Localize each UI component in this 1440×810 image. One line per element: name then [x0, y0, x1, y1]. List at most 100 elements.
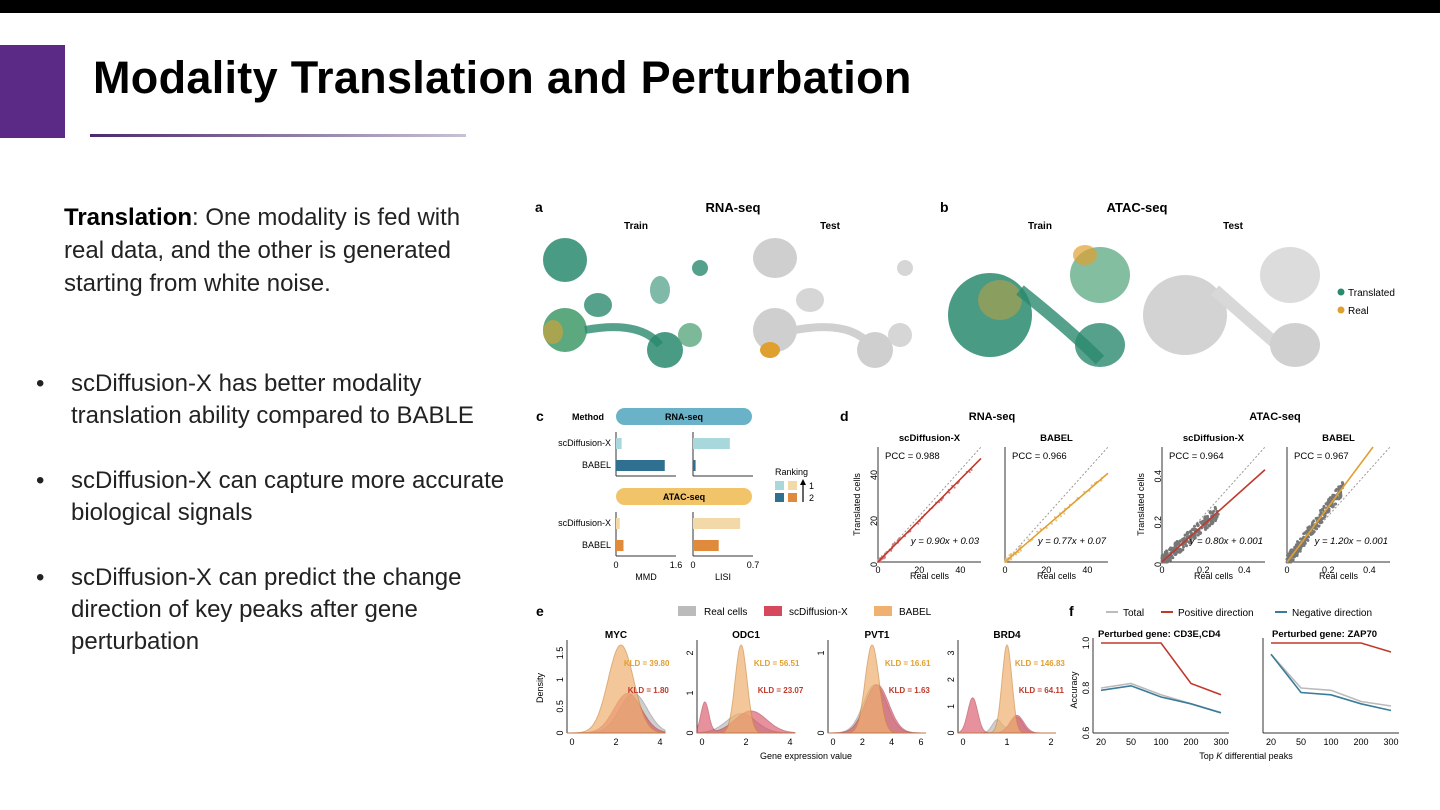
d-xtick: 0: [875, 565, 880, 575]
c-row-label: scDiffusion-X: [558, 518, 611, 528]
d-point: [1027, 538, 1030, 541]
panel-f-letter: f: [1069, 603, 1074, 619]
d-point: [1203, 517, 1207, 521]
bullet-item: • scDiffusion-X can capture more accurate…: [36, 465, 516, 529]
c-tick: 0: [613, 560, 618, 570]
intro-paragraph: Translation: One modality is fed with re…: [64, 201, 504, 300]
bullet-icon: •: [36, 564, 45, 591]
f-xtick: 200: [1353, 737, 1368, 747]
d-ytick: 0.2: [1153, 516, 1163, 529]
d-eq: y = 0.90x + 0.03: [910, 536, 980, 547]
top-black-bar: [0, 0, 1440, 13]
c-tick: 1.6: [670, 560, 683, 570]
ranking-label: Ranking: [775, 467, 808, 477]
d-point: [1302, 544, 1306, 547]
legend-translated-icon: [1337, 288, 1345, 296]
e-xtick: 4: [657, 737, 662, 747]
bar: [693, 438, 730, 449]
d-xtick: 0: [1002, 565, 1007, 575]
d-eq: y = 0.80x + 0.001: [1189, 536, 1263, 547]
d-point: [1211, 519, 1214, 523]
d-point: [1291, 559, 1295, 563]
d-pcc: PCC = 0.966: [1012, 451, 1067, 462]
d-point: [1327, 498, 1331, 501]
panel-b-train: Train: [1028, 221, 1052, 232]
d-xtick: 0.2: [1322, 565, 1335, 575]
d-xtick: 40: [955, 565, 965, 575]
e-ytick: 1: [946, 704, 956, 709]
e-ytick: 1: [555, 677, 565, 682]
d-point: [890, 549, 893, 552]
d-ylabel: Translated cells: [1136, 473, 1146, 536]
d-point: [1199, 520, 1203, 524]
bullet-text: scDiffusion-X has better modality transl…: [71, 370, 474, 429]
e-xtick: 2: [743, 737, 748, 747]
c-xlabel: MMD: [635, 572, 657, 582]
bullet-icon: •: [36, 370, 45, 397]
e-kld-sc: KLD = 64.11: [1019, 686, 1065, 695]
title-accent-block: [0, 45, 65, 138]
d-point: [1296, 541, 1300, 544]
d-point: [1192, 536, 1196, 539]
d-xtick: 0.4: [1238, 565, 1251, 575]
d-xtick: 20: [914, 565, 924, 575]
f-xtick: 20: [1266, 737, 1276, 747]
e-xtick: 4: [787, 737, 792, 747]
d-point: [1181, 548, 1185, 552]
d-point: [1214, 507, 1218, 511]
d-ytick: 0: [1153, 562, 1163, 567]
e-xtick: 0: [960, 737, 965, 747]
d-point: [1055, 519, 1058, 522]
c-row-label: BABEL: [582, 460, 611, 470]
d-point: [1306, 529, 1310, 532]
d-rna-title: RNA-seq: [969, 411, 1015, 423]
e-ytick: 1: [685, 690, 695, 695]
panel-b-title: ATAC-seq: [1107, 200, 1168, 215]
bar: [616, 518, 620, 529]
d-panel-title: BABEL: [1322, 433, 1355, 444]
bullet-item: • scDiffusion-X can predict the change di…: [36, 562, 516, 658]
rank1: 1: [809, 481, 814, 491]
f-ytick: 0.8: [1081, 682, 1091, 695]
rank2-orange: [788, 493, 797, 502]
e-legend-sc: scDiffusion-X: [789, 607, 848, 618]
f-series-line: [1270, 653, 1392, 707]
d-point: [1333, 502, 1337, 506]
bullet-text: scDiffusion-X can predict the change dir…: [71, 564, 462, 655]
legend-translated: Translated: [1348, 288, 1395, 299]
e-ytick: 0: [816, 730, 826, 735]
d-point: [1185, 535, 1189, 539]
d-point: [1337, 485, 1341, 489]
d-point: [1190, 528, 1194, 532]
c-tick: 0.7: [747, 560, 760, 570]
d-pcc: PCC = 0.967: [1294, 451, 1349, 462]
d-point: [1322, 504, 1326, 508]
d-point: [1164, 551, 1168, 555]
c-row-label: scDiffusion-X: [558, 438, 611, 448]
d-ytick: 0.4: [1153, 470, 1163, 483]
d-point: [1010, 558, 1012, 561]
umap-atac-train: [948, 245, 1130, 367]
d-point: [1186, 530, 1190, 534]
d-point: [1160, 556, 1164, 560]
d-eq: y = 1.20x − 0.001: [1314, 536, 1388, 547]
e-ytick: 0.5: [555, 700, 565, 713]
d-point: [948, 491, 951, 494]
f-xlabel-k: K: [1216, 751, 1223, 761]
f-series-line: [1270, 653, 1392, 712]
d-point: [1310, 523, 1314, 526]
d-point: [1193, 524, 1196, 528]
rna-pill: [616, 408, 752, 425]
atac-pill-label: ATAC-seq: [663, 492, 705, 502]
d-point: [1207, 524, 1211, 527]
e-kld-babel: KLD = 146.83: [1015, 659, 1066, 668]
e-legend-babel-icon: [874, 606, 892, 616]
e-ytick: 1: [816, 650, 826, 655]
bullet-list: • scDiffusion-X has better modality trans…: [36, 368, 516, 691]
d-identity-line: [1004, 446, 1109, 563]
e-xtick: 2: [1048, 737, 1053, 747]
d-point: [1173, 542, 1177, 546]
d-point: [1204, 528, 1207, 531]
d-point: [1045, 527, 1048, 529]
d-xtick: 0.2: [1197, 565, 1210, 575]
